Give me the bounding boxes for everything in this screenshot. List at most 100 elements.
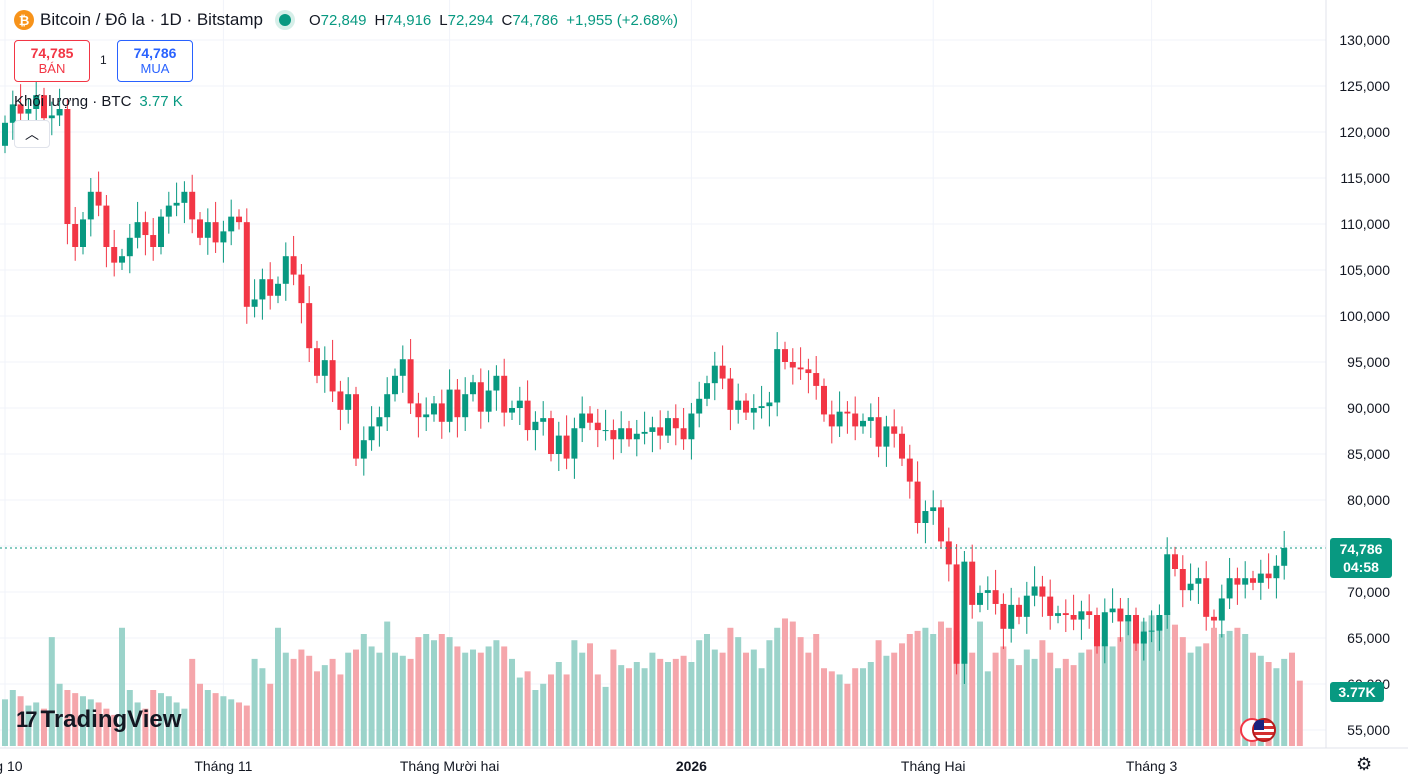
- volume-bar: [150, 690, 157, 746]
- candle-body: [509, 408, 515, 413]
- open-label: O: [308, 11, 321, 29]
- candle-body: [1101, 612, 1108, 647]
- volume-bar: [930, 634, 937, 746]
- price-axis[interactable]: 130,000 125,000 120,000 115,000 110,000 105,0…: [1325, 0, 1390, 748]
- price-tick-label: 115,000: [1340, 170, 1390, 186]
- candle-body: [111, 247, 118, 263]
- volume-bar: [579, 652, 586, 746]
- candle-body: [1000, 603, 1007, 629]
- candle-body: [251, 299, 258, 307]
- high-label: H: [374, 11, 386, 29]
- tradingview-logo[interactable]: 17 TradingView: [16, 706, 181, 734]
- volume-bars: [2, 612, 1303, 746]
- volume-bar: [789, 621, 796, 746]
- volume-bar: [1086, 649, 1093, 746]
- candle-body: [119, 256, 125, 263]
- volume-bar: [1257, 655, 1264, 746]
- volume-bar: [329, 658, 336, 746]
- volume-bar: [961, 637, 968, 746]
- candle-body: [563, 435, 570, 459]
- candle-body: [696, 398, 703, 414]
- volume-bar: [95, 702, 102, 746]
- volume-bar: [571, 640, 578, 746]
- candle-body: [1070, 615, 1077, 620]
- spread-value: 1: [100, 53, 107, 67]
- candle-body: [41, 95, 47, 119]
- candle-body: [407, 359, 414, 404]
- candle-body: [821, 385, 827, 415]
- volume-bar: [1008, 658, 1015, 746]
- volume-bar: [353, 649, 359, 746]
- volume-bar: [938, 621, 944, 746]
- volume-bar: [680, 655, 687, 746]
- candle-body: [477, 382, 484, 412]
- volume-bar: [17, 696, 24, 746]
- sell-button[interactable]: 74,785 BÁN: [14, 40, 90, 82]
- settings-gear-icon[interactable]: ⚙: [1356, 754, 1373, 774]
- bitcoin-icon: ₿: [14, 10, 34, 30]
- time-tick-label: Tháng 3: [1126, 758, 1178, 774]
- candle-body: [56, 109, 63, 116]
- candle-body: [87, 191, 94, 220]
- candle-body: [602, 430, 609, 432]
- volume-bar: [243, 705, 250, 746]
- candle-body: [48, 115, 55, 119]
- candle-body: [72, 224, 79, 247]
- sell-label: BÁN: [38, 61, 66, 76]
- high-value: 74,916: [385, 11, 432, 29]
- candle-body: [423, 414, 430, 418]
- volume-bar: [72, 693, 79, 746]
- candle-body: [134, 222, 141, 238]
- volume-tag: 3.77K: [1330, 682, 1384, 702]
- candle-body: [1125, 615, 1132, 622]
- volume-bar: [314, 671, 320, 746]
- volume-bar: [602, 686, 609, 746]
- volume-bar: [750, 649, 757, 746]
- volume-bar: [836, 674, 843, 746]
- candle-body: [618, 428, 625, 440]
- candle-body: [1008, 604, 1015, 629]
- candle-body: [95, 191, 102, 206]
- collapse-legend-button[interactable]: ︿: [14, 120, 50, 148]
- candle-body: [938, 507, 944, 542]
- candle-body: [665, 418, 671, 436]
- volume-bar: [1281, 658, 1288, 746]
- candle-body: [860, 420, 866, 427]
- volume-bar: [126, 690, 133, 746]
- volume-bar: [267, 683, 274, 746]
- candle-body: [181, 191, 188, 203]
- volume-bar: [1203, 643, 1210, 746]
- volume-bar: [758, 668, 765, 746]
- candle-body: [1031, 586, 1038, 596]
- candle-body: [25, 109, 32, 114]
- volume-bar: [1078, 652, 1085, 746]
- buy-button[interactable]: 74,786 MUA: [117, 40, 193, 82]
- us-flag-icon[interactable]: [1252, 718, 1276, 742]
- volume-bar: [1117, 637, 1124, 746]
- candle-body: [173, 202, 180, 206]
- volume-bar: [657, 658, 664, 746]
- price-tick-label: 125,000: [1339, 78, 1390, 94]
- time-tick-label: ng 10: [0, 758, 23, 774]
- volume-bar: [844, 683, 851, 746]
- volume-bar: [1125, 621, 1132, 746]
- time-axis[interactable]: ng 10 Tháng 11 Tháng Mười hai 2026 Tháng Hai…: [0, 747, 1408, 774]
- volume-bar: [1218, 634, 1225, 746]
- candle-body: [1203, 578, 1210, 617]
- volume-bar: [727, 627, 734, 746]
- volume-bar: [992, 652, 999, 746]
- open-value: 72,849: [320, 11, 367, 29]
- candle-body: [1179, 569, 1186, 591]
- volume-bar: [610, 649, 617, 746]
- candle-body: [446, 389, 453, 422]
- volume-legend[interactable]: Khối lượng · BTC 3.77 K: [14, 93, 183, 110]
- symbol-title[interactable]: Bitcoin / Đô la · 1D · Bitstamp: [40, 10, 263, 29]
- volume-bar: [298, 649, 305, 746]
- volume-bar: [282, 652, 289, 746]
- price-tick-label: 130,000: [1339, 32, 1390, 48]
- candle-body: [657, 427, 664, 436]
- volume-bar: [236, 702, 242, 746]
- volume-bar: [774, 627, 781, 746]
- candle-body: [579, 413, 586, 429]
